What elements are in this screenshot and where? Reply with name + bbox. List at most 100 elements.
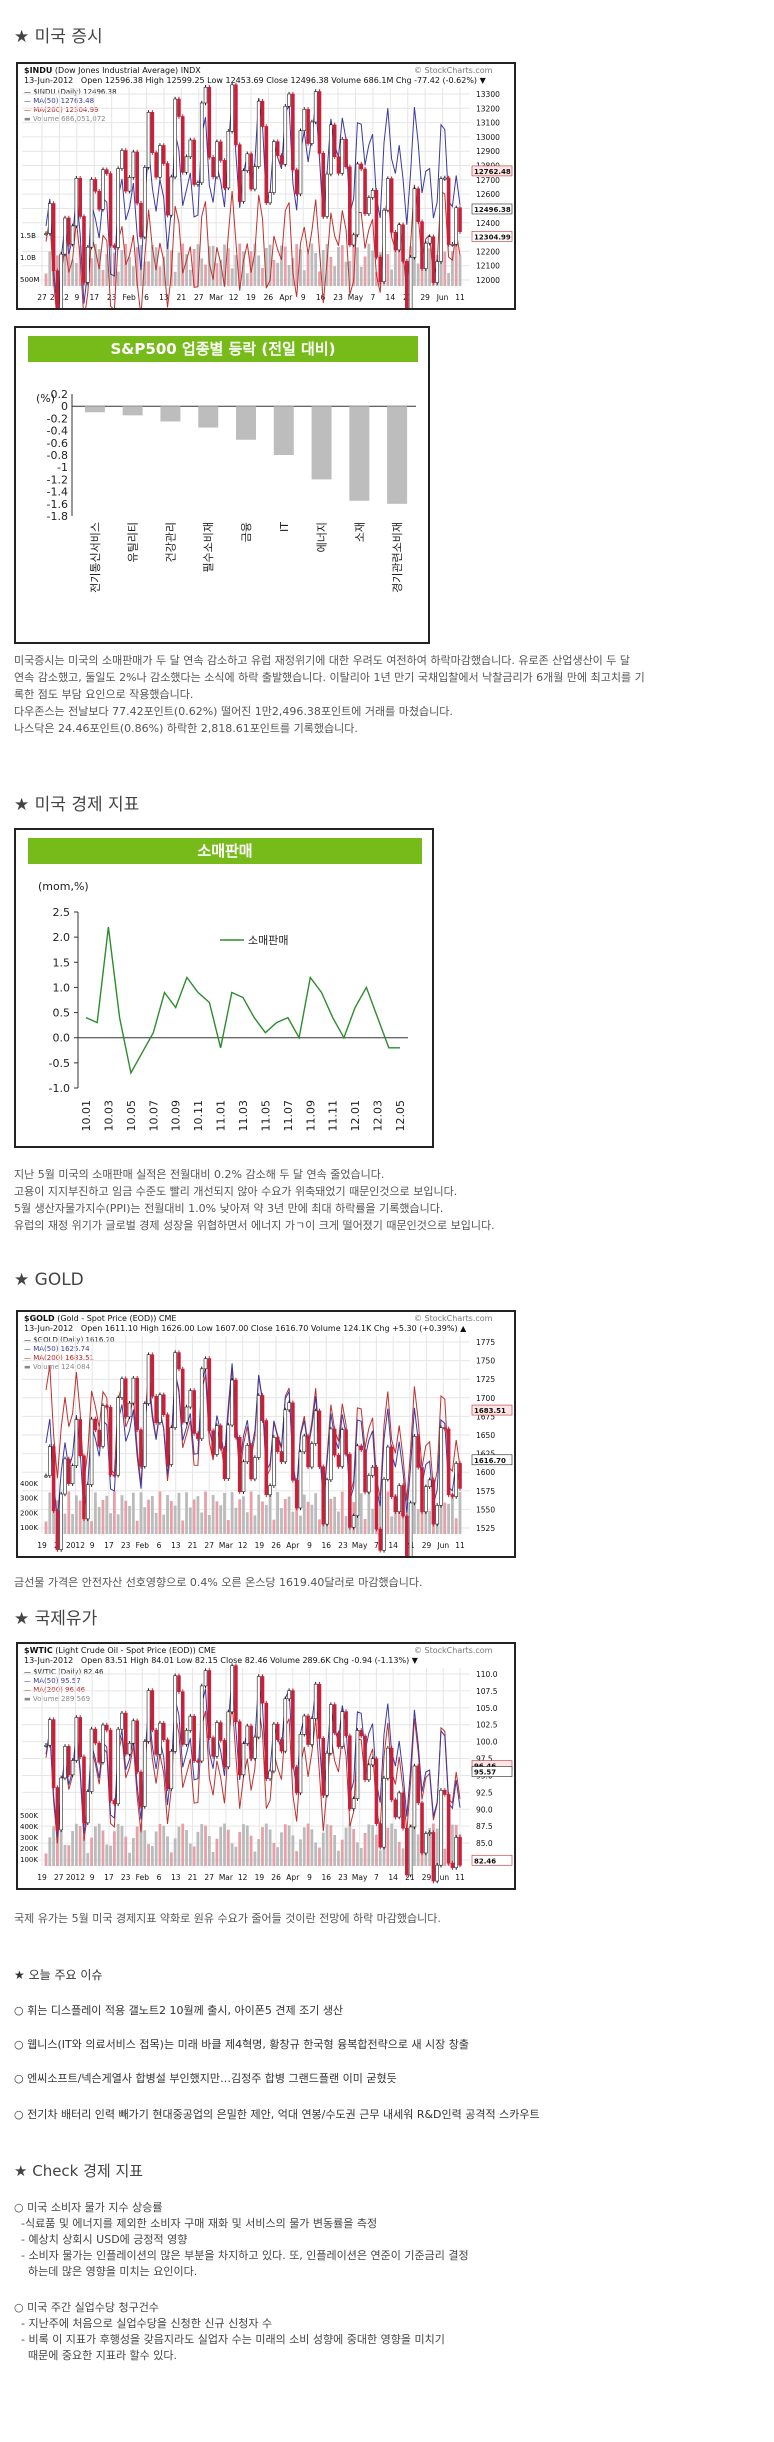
x-tick-label: May bbox=[352, 1873, 368, 1882]
volume-bar bbox=[204, 1825, 207, 1866]
candle-body bbox=[378, 256, 383, 283]
candle-body bbox=[59, 253, 63, 308]
candle-body bbox=[161, 1394, 166, 1415]
x-tick-label: 17 bbox=[104, 1873, 114, 1882]
candle-body bbox=[370, 1758, 375, 1766]
candle-body bbox=[298, 1451, 303, 1509]
candle-body bbox=[427, 1479, 432, 1488]
x-tick-label: 14 bbox=[386, 293, 396, 302]
candle-body bbox=[412, 1765, 417, 1828]
candle-body bbox=[321, 1738, 326, 1796]
volume-bar bbox=[188, 1507, 192, 1534]
section-title-oil: ★ 국제유가 bbox=[14, 1609, 98, 1629]
issue-item: ○ 전기차 배터리 인력 빼가기 현대중공업의 은밀한 제안, 억대 연봉/수도… bbox=[14, 2108, 540, 2121]
volume-bar bbox=[238, 243, 242, 286]
candle-body bbox=[283, 1409, 288, 1463]
x-tick-label: 14 bbox=[388, 1541, 398, 1550]
candle-body bbox=[458, 207, 462, 233]
volume-bar bbox=[454, 243, 458, 286]
y-tick-label: 13300 bbox=[476, 90, 500, 99]
volume-bar bbox=[166, 1836, 169, 1866]
volume-bar bbox=[173, 1838, 177, 1866]
candle-body bbox=[211, 1737, 215, 1757]
volume-bar bbox=[116, 271, 120, 286]
volume-bar bbox=[135, 1520, 139, 1534]
candle-body bbox=[245, 153, 250, 171]
volume-bar bbox=[188, 269, 192, 286]
volume-bar bbox=[131, 1492, 135, 1534]
y-tick-label: 12200 bbox=[476, 247, 500, 256]
volume-bar bbox=[181, 1823, 185, 1866]
volume-bar bbox=[447, 273, 451, 286]
candle-body bbox=[443, 177, 447, 180]
candle-body bbox=[173, 1675, 177, 1752]
candle-body bbox=[313, 1410, 318, 1444]
volume-bar bbox=[44, 1853, 48, 1866]
candle-body bbox=[85, 246, 90, 283]
candle-body bbox=[112, 245, 117, 248]
y-tick-label: 12600 bbox=[476, 190, 500, 199]
candle-body bbox=[264, 1702, 269, 1780]
candle-body bbox=[336, 1732, 341, 1747]
retail-sales-chart: 소매판매 (mom,%) 2.5 2.0 1.5 1.0 0.5 0.0 -0.5 -1.0 1… bbox=[14, 828, 434, 1148]
candle-body bbox=[211, 157, 215, 178]
candle-body bbox=[249, 153, 253, 190]
candle-body bbox=[370, 1466, 375, 1476]
volume-bar bbox=[287, 1825, 291, 1866]
volume-bar bbox=[413, 1824, 416, 1866]
price-tag-label: 12304.99 bbox=[474, 233, 511, 241]
volume-bar bbox=[268, 244, 272, 286]
volume-bar bbox=[302, 1827, 306, 1866]
bar bbox=[122, 406, 143, 416]
volume-bar bbox=[135, 247, 139, 286]
volume-bar bbox=[276, 262, 280, 286]
volume-bar bbox=[230, 268, 234, 286]
x-tick-label: 26 bbox=[271, 1873, 281, 1882]
candle-body bbox=[165, 1414, 170, 1465]
price-tag-box bbox=[471, 165, 513, 177]
candle-body bbox=[336, 1454, 341, 1467]
volume-tick-label: 200K bbox=[20, 1845, 38, 1853]
x-tick-label: 10.09 bbox=[170, 1100, 183, 1132]
candle-body bbox=[234, 1379, 238, 1438]
volume-bar bbox=[382, 1840, 386, 1866]
volume-bar bbox=[413, 245, 416, 286]
candle-body bbox=[321, 152, 326, 217]
candle-body bbox=[192, 1715, 196, 1762]
candle-body bbox=[120, 150, 124, 169]
candle-body bbox=[234, 1665, 238, 1722]
candle-body bbox=[82, 1455, 86, 1520]
x-tick-label: 9 bbox=[90, 1873, 95, 1882]
volume-bar bbox=[257, 255, 261, 286]
volume-bar bbox=[74, 1823, 78, 1866]
candle-body bbox=[283, 105, 288, 165]
candle-body bbox=[180, 1368, 185, 1423]
x-tick-label: 10.11 bbox=[192, 1100, 205, 1132]
volume-bar bbox=[128, 1505, 131, 1534]
candle-body bbox=[450, 243, 455, 246]
x-tick-label: 건강관리 bbox=[164, 522, 177, 562]
x-tick-label: 17 bbox=[89, 293, 99, 302]
volume-bar bbox=[169, 1852, 173, 1866]
legend-label: 소매판매 bbox=[248, 934, 288, 947]
volume-bar bbox=[90, 1837, 93, 1866]
volume-bar bbox=[207, 1836, 211, 1866]
candle-body bbox=[294, 1480, 299, 1509]
volume-bar bbox=[234, 255, 238, 286]
candle-body bbox=[298, 130, 303, 195]
volume-bar bbox=[299, 1839, 302, 1866]
sp500-sector-chart: S&P500 업종별 등락 (전일 대비) (%) 0.2 0 -0.2 -0.4 -0… bbox=[14, 326, 430, 644]
volume-bar bbox=[329, 257, 333, 286]
volume-bar bbox=[306, 1823, 310, 1866]
x-tick-label: 13 bbox=[159, 293, 169, 302]
candle-body bbox=[44, 1475, 48, 1478]
volume-bar bbox=[302, 270, 306, 286]
x-tick-label: 9 bbox=[74, 293, 79, 302]
volume-bar bbox=[458, 1491, 462, 1534]
candle-body bbox=[188, 139, 193, 158]
candle-body bbox=[188, 1715, 193, 1731]
candle-body bbox=[348, 1453, 352, 1528]
y-tick-label: 2.0 bbox=[53, 931, 71, 944]
candle-body bbox=[279, 1451, 284, 1463]
volume-bar bbox=[249, 1491, 253, 1534]
